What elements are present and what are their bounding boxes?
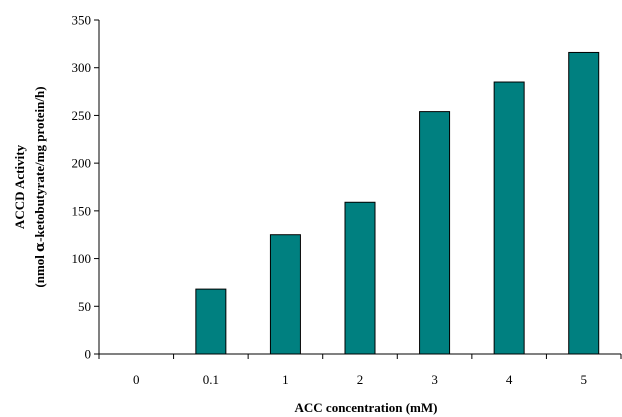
y-axis-subtitle-prefix: (nmol — [32, 252, 47, 288]
y-tick-label: 50 — [78, 299, 91, 314]
bars — [195, 51, 600, 355]
y-axis-ticks: 0 50 100 150 200 250 300 350 — [72, 13, 99, 362]
bar — [344, 201, 376, 355]
y-axis-title: ACCD Activity — [12, 144, 27, 229]
x-axis-title: ACC concentration (mM) — [295, 400, 438, 415]
bar — [269, 234, 301, 355]
y-tick-label: 150 — [72, 203, 92, 218]
y-tick-label: 350 — [72, 13, 92, 28]
x-tick-label: 0.1 — [203, 372, 219, 387]
x-tick-label: 5 — [580, 372, 587, 387]
bar — [568, 51, 600, 355]
x-tick-label: 0 — [133, 372, 140, 387]
x-tick-label: 2 — [357, 372, 364, 387]
alpha-symbol: α — [33, 242, 48, 252]
y-tick-label: 0 — [85, 347, 92, 362]
bar — [419, 111, 451, 355]
x-tick-label: 3 — [431, 372, 438, 387]
x-tick-label: 1 — [282, 372, 289, 387]
y-axis-subtitle-suffix: -ketobutyrate/mg protein/h) — [32, 86, 47, 241]
x-tick-label: 4 — [506, 372, 513, 387]
bar — [493, 81, 525, 355]
y-tick-label: 300 — [72, 60, 92, 75]
x-axis-ticks: 0 0.1 1 2 3 4 5 — [98, 354, 622, 387]
y-tick-label: 250 — [72, 108, 92, 123]
y-axis-subtitle: (nmol α-ketobutyrate/mg protein/h) — [32, 86, 48, 287]
y-tick-label: 200 — [72, 156, 92, 171]
bar — [195, 288, 227, 355]
y-tick-label: 100 — [72, 251, 92, 266]
